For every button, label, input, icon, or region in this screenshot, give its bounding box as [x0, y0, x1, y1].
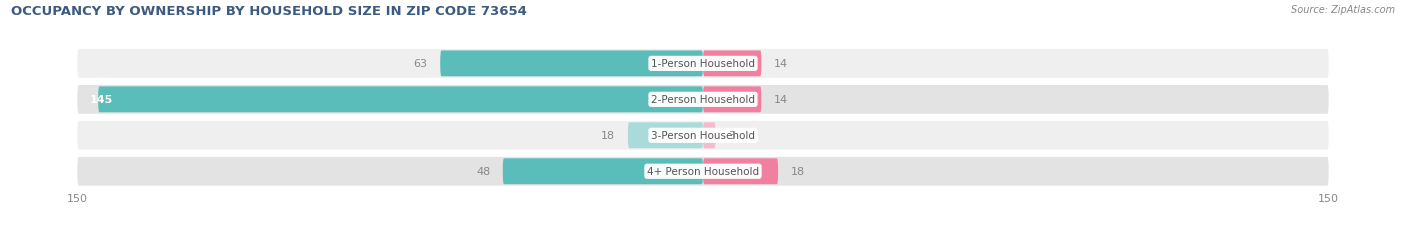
FancyBboxPatch shape: [440, 51, 703, 77]
Text: 3: 3: [728, 131, 735, 141]
Text: 1-Person Household: 1-Person Household: [651, 59, 755, 69]
Text: 3-Person Household: 3-Person Household: [651, 131, 755, 141]
Text: 4+ Person Household: 4+ Person Household: [647, 167, 759, 176]
FancyBboxPatch shape: [77, 85, 1329, 114]
Text: 2-Person Household: 2-Person Household: [651, 95, 755, 105]
Text: 18: 18: [602, 131, 616, 141]
Text: 18: 18: [790, 167, 804, 176]
FancyBboxPatch shape: [628, 123, 703, 149]
Text: 14: 14: [773, 59, 787, 69]
FancyBboxPatch shape: [703, 159, 778, 184]
Text: OCCUPANCY BY OWNERSHIP BY HOUSEHOLD SIZE IN ZIP CODE 73654: OCCUPANCY BY OWNERSHIP BY HOUSEHOLD SIZE…: [11, 5, 527, 18]
Text: Source: ZipAtlas.com: Source: ZipAtlas.com: [1291, 5, 1395, 15]
FancyBboxPatch shape: [703, 51, 762, 77]
Text: 14: 14: [773, 95, 787, 105]
Text: 48: 48: [477, 167, 491, 176]
FancyBboxPatch shape: [703, 87, 762, 113]
FancyBboxPatch shape: [503, 159, 703, 184]
FancyBboxPatch shape: [703, 123, 716, 149]
Text: 145: 145: [90, 95, 112, 105]
FancyBboxPatch shape: [77, 50, 1329, 78]
Text: 63: 63: [413, 59, 427, 69]
FancyBboxPatch shape: [77, 157, 1329, 186]
FancyBboxPatch shape: [98, 87, 703, 113]
FancyBboxPatch shape: [77, 121, 1329, 150]
